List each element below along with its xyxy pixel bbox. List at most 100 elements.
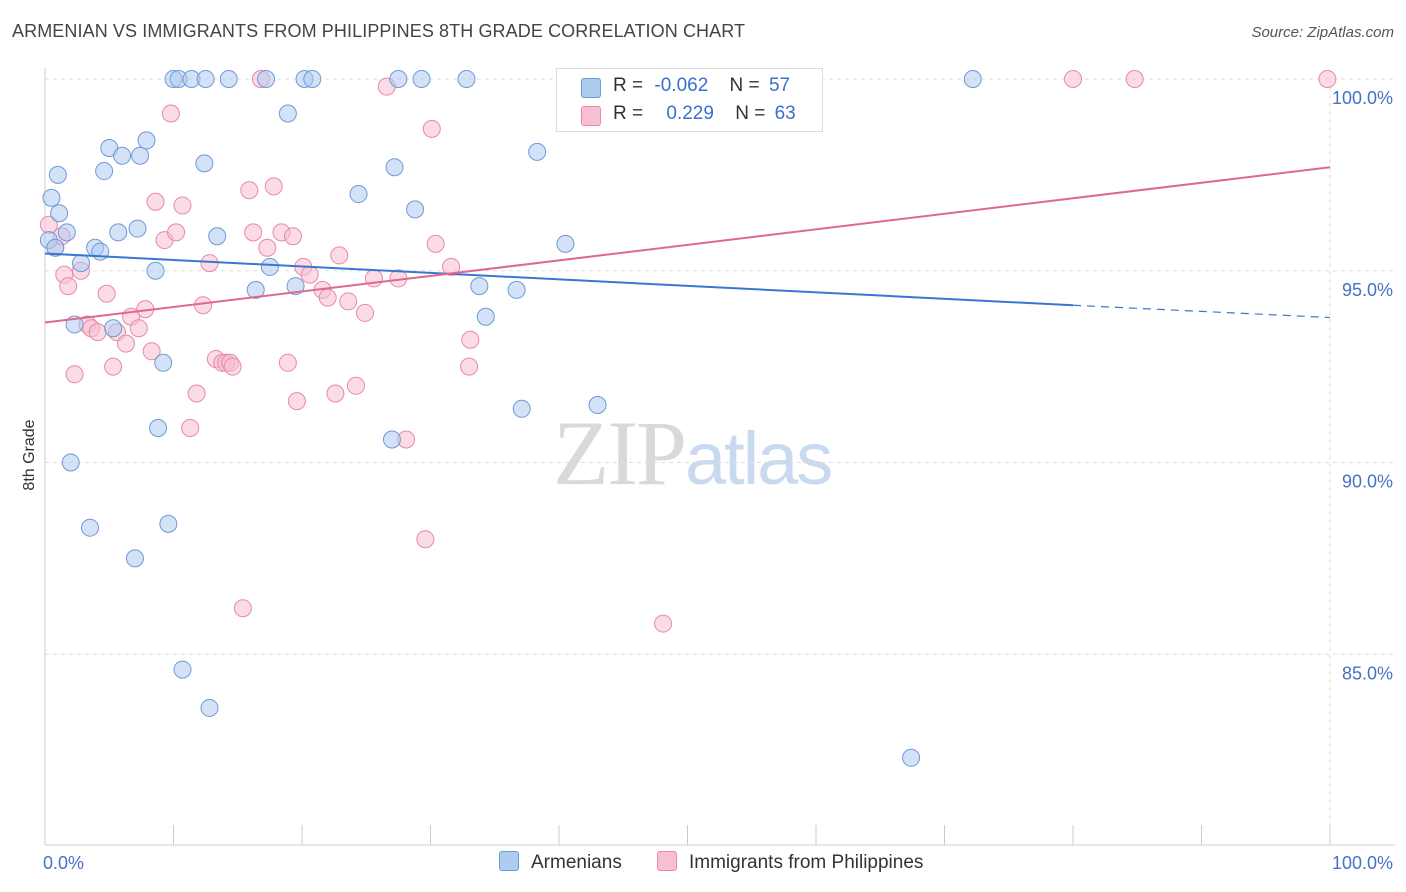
n-label: N =: [729, 75, 760, 96]
armenian-point: [278, 104, 297, 123]
legend-label: Immigrants from Philippines: [689, 852, 924, 873]
philippines-point: [129, 319, 148, 338]
armenian-point: [71, 254, 90, 273]
armenian-point: [95, 162, 114, 181]
philippines-point: [233, 599, 252, 618]
armenian-point: [512, 399, 531, 418]
philippines-point: [318, 288, 337, 307]
armenian-point: [195, 154, 214, 173]
armenian-point: [125, 549, 144, 568]
philippines-point: [181, 418, 200, 437]
armenian-point: [246, 280, 265, 299]
armenian-point: [80, 518, 99, 537]
philippines-point: [142, 342, 161, 361]
philippines-point: [284, 227, 303, 246]
y-tick-label: 95.0%: [1342, 280, 1393, 300]
source-label: Source: ZipAtlas.com: [1251, 24, 1394, 41]
philippines-point: [654, 614, 673, 633]
philippines-point: [330, 246, 349, 265]
armenian-point: [476, 307, 495, 326]
armenian-point: [57, 223, 76, 242]
armenian-point: [457, 70, 476, 88]
philippines-point: [244, 223, 263, 242]
philippines-point: [167, 223, 186, 242]
armenian-point: [507, 280, 526, 299]
philippines-point: [300, 265, 319, 284]
x-tick-label: 100.0%: [1332, 853, 1393, 873]
armenian-point: [50, 204, 69, 223]
philippines-point: [1125, 70, 1144, 88]
armenian-point: [109, 223, 128, 242]
philippines-point: [65, 365, 84, 384]
philippines-point: [97, 284, 116, 303]
legend-item-philippines: Immigrants from Philippines: [657, 851, 923, 874]
armenians-swatch: [499, 851, 519, 871]
armenian-point: [412, 70, 431, 88]
armenian-point: [208, 227, 227, 246]
watermark-atlas: atlas: [685, 417, 833, 500]
tick-labels: 85.0% 90.0% 95.0% 100.0% 0.0% 100.0%: [43, 88, 1393, 873]
philippines-point: [258, 238, 277, 257]
armenians-trend-line: [44, 252, 1074, 307]
r-value: -0.062: [654, 75, 709, 96]
armenian-point: [406, 200, 425, 219]
philippines-point: [88, 323, 107, 342]
armenian-point: [902, 748, 921, 767]
armenian-point: [146, 261, 165, 280]
philippines-point: [223, 357, 242, 376]
armenian-point: [42, 188, 61, 207]
philippines-point: [194, 296, 213, 315]
philippines-point: [200, 254, 219, 273]
philippines-point: [442, 257, 461, 276]
philippines-point: [1064, 70, 1082, 88]
armenians-trend-extension: [1072, 304, 1331, 319]
armenian-point: [588, 395, 607, 414]
legend-label: Armenians: [531, 852, 622, 873]
armenian-point: [286, 277, 305, 296]
watermark: ZIPatlas: [553, 400, 833, 506]
n-value: 57: [768, 75, 791, 96]
y-tick-label: 90.0%: [1342, 472, 1393, 492]
armenian-point: [260, 257, 279, 276]
philippines-point: [287, 392, 306, 411]
armenian-point: [349, 185, 368, 204]
y-tick-label: 85.0%: [1342, 663, 1393, 683]
armenian-point: [556, 234, 575, 253]
n-value: 63: [774, 103, 796, 124]
philippines-point: [187, 384, 206, 403]
x-tick-label: 0.0%: [43, 853, 84, 873]
armenian-point: [389, 70, 408, 88]
armenian-point: [61, 453, 80, 472]
philippines-point: [104, 357, 123, 376]
armenian-point: [385, 158, 404, 177]
armenian-point: [963, 70, 982, 88]
series-legend: Armenians Immigrants from Philippines: [0, 851, 1406, 879]
armenian-point: [48, 165, 67, 184]
armenian-point: [154, 353, 173, 372]
philippines-point: [240, 181, 259, 200]
armenian-point: [303, 70, 322, 88]
philippines-trend-line: [44, 166, 1331, 324]
armenian-point: [528, 142, 547, 161]
philippines-swatch: [581, 106, 601, 126]
watermark-zip: ZIP: [553, 402, 687, 504]
r-label: R =: [613, 75, 644, 96]
armenian-point: [382, 430, 401, 449]
armenian-point: [173, 660, 192, 679]
philippines-point: [326, 384, 345, 403]
philippines-point: [460, 357, 479, 376]
philippines-point: [426, 234, 445, 253]
philippines-point: [422, 119, 441, 138]
philippines-point: [173, 196, 192, 215]
philippines-point: [161, 104, 180, 123]
armenian-point: [159, 514, 178, 533]
philippines-point: [339, 292, 358, 311]
philippines-point: [146, 192, 165, 211]
y-axis-title: 8th Grade: [21, 419, 38, 490]
philippines-point: [416, 530, 435, 549]
armenian-point: [113, 146, 132, 165]
armenians-swatch: [581, 78, 601, 98]
armenian-point: [196, 70, 215, 88]
stats-legend: R = -0.062 N = 57 R = 0.229 N = 63: [556, 68, 823, 132]
data-points: [39, 70, 1337, 767]
